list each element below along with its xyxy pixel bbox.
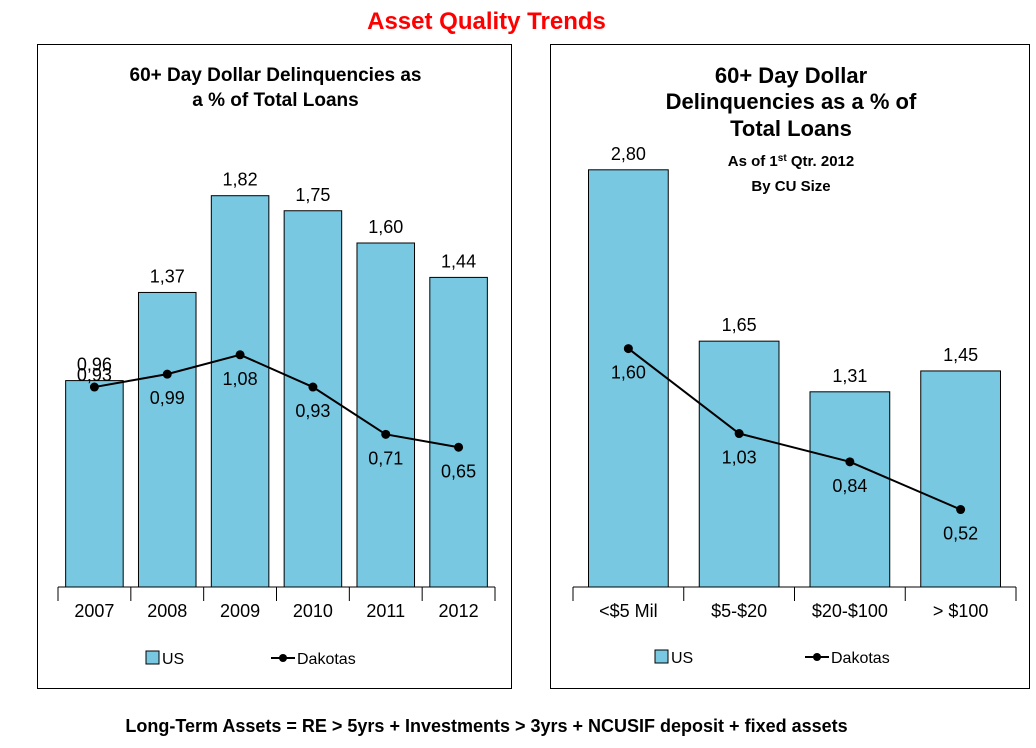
legend-label-dakotas: Dakotas — [297, 651, 356, 668]
line-dakotas — [94, 353, 459, 449]
point-label-dakotas: 0,84 — [832, 476, 867, 496]
point-dakotas — [734, 429, 744, 439]
point-label-dakotas: 1,08 — [223, 369, 258, 389]
point-dakotas — [308, 382, 318, 392]
page-title: Asset Quality Trends — [367, 8, 606, 35]
bar-label-us: 1,44 — [441, 251, 476, 271]
legend-label-us: US — [162, 651, 184, 668]
bar-us — [137, 291, 197, 588]
legend-swatch-us — [654, 649, 669, 664]
bar-label-us: 1,31 — [832, 366, 867, 386]
chart-title-line: 60+ Day Dollar Delinquencies as — [130, 65, 422, 86]
bar-us — [356, 242, 416, 588]
chart-yearly-delinquencies: 60+ Day Dollar Delinquencies as a % of To… — [37, 44, 512, 689]
point-dakotas — [956, 505, 966, 515]
point-label-dakotas: 0,71 — [368, 448, 403, 468]
bar-us — [429, 276, 488, 588]
bar-label-us: 1,82 — [223, 170, 258, 190]
x-tick-label: 2009 — [220, 601, 260, 621]
bar-label-us: 0,96 — [77, 355, 112, 375]
point-label-dakotas: 0,52 — [943, 524, 978, 544]
bar-label-us: 2,80 — [611, 144, 646, 164]
chart-cu-size-delinquencies: 60+ Day Dollar Delinquencies as a % of Tot… — [550, 44, 1030, 689]
point-dakotas — [454, 442, 464, 452]
chart-title-line: Total Loans — [730, 116, 852, 141]
x-tick-label: $20-$100 — [812, 601, 888, 621]
line-dakotas — [627, 347, 962, 511]
x-tick-label: 2012 — [439, 601, 479, 621]
point-dakotas — [381, 429, 391, 439]
point-dakotas — [845, 457, 855, 467]
x-tick-label: 2008 — [147, 601, 187, 621]
chart-title-line: Delinquencies as a % of — [666, 89, 917, 114]
legend-marker-dakotas — [813, 653, 821, 661]
chart-subtitle-line: By CU Size — [751, 178, 830, 195]
footnote: Long-Term Assets = RE > 5yrs + Investmen… — [125, 716, 848, 736]
chart-title-line: 60+ Day Dollar — [715, 63, 868, 88]
point-dakotas — [623, 344, 633, 354]
bar-label-us: 1,60 — [368, 217, 403, 237]
point-label-dakotas: 0,99 — [150, 388, 185, 408]
chart-yearly-svg: 60+ Day Dollar Delinquencies as a % of To… — [57, 65, 496, 668]
bar-us — [283, 210, 343, 588]
x-tick-label: 2007 — [74, 601, 114, 621]
chart-subtitle-line: As of 1st Qtr. 2012 — [728, 153, 854, 171]
bar-label-us: 1,65 — [722, 315, 757, 335]
chart-title-line: a % of Total Loans — [192, 90, 358, 111]
point-label-dakotas: 1,03 — [722, 448, 757, 468]
x-tick-label: > $100 — [933, 601, 989, 621]
point-dakotas — [162, 369, 172, 379]
x-tick-label: $5-$20 — [711, 601, 767, 621]
bar-label-us: 1,37 — [150, 266, 185, 286]
legend-label-dakotas: Dakotas — [831, 650, 890, 667]
bar-us — [210, 195, 270, 588]
x-tick-label: <$5 Mil — [599, 601, 658, 621]
x-tick-label: 2011 — [366, 601, 405, 621]
legend-label-us: US — [671, 650, 693, 667]
legend-swatch-us — [145, 650, 160, 665]
point-dakotas — [89, 382, 99, 392]
bar-us — [920, 370, 1001, 588]
point-label-dakotas: 1,60 — [611, 363, 646, 383]
legend-marker-dakotas — [279, 654, 287, 662]
point-dakotas — [235, 350, 245, 360]
bar-us — [65, 380, 124, 588]
bar-label-us: 1,75 — [295, 185, 330, 205]
point-label-dakotas: 0,93 — [77, 365, 112, 385]
bar-label-us: 1,45 — [943, 345, 978, 365]
x-tick-label: 2010 — [293, 601, 333, 621]
point-label-dakotas: 0,93 — [295, 401, 330, 421]
point-label-dakotas: 0,65 — [441, 461, 476, 481]
